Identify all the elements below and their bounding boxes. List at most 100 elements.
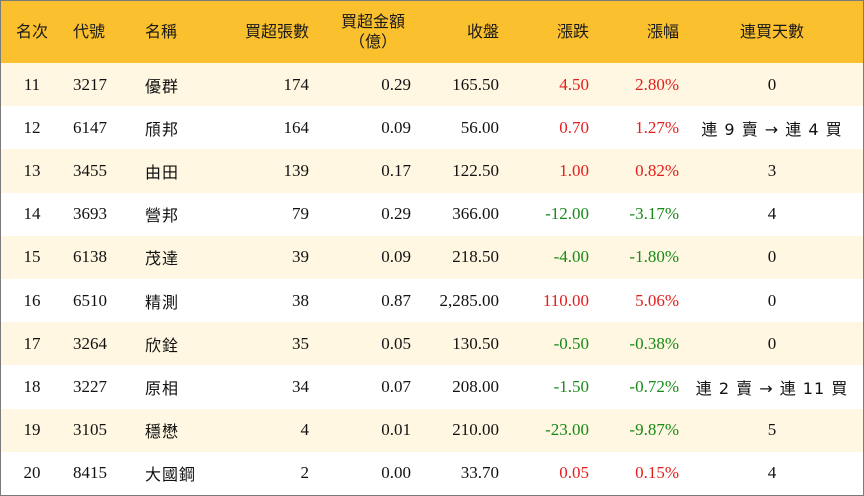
cell-change: -4.00: [553, 247, 589, 267]
cell-net-amount: 0.29: [381, 74, 411, 94]
cell-change-pct: -0.38%: [629, 333, 679, 353]
cell-change: -23.00: [545, 420, 589, 440]
cell-streak: 0: [767, 74, 777, 94]
cell-change: 0.05: [559, 463, 589, 483]
cell-change: -0.50: [553, 333, 589, 353]
cell-change: 0.70: [559, 117, 589, 137]
cell-name: 穩懋: [145, 422, 180, 442]
cell-change-pct: -9.87%: [629, 420, 679, 440]
header-net-amount: 買超金額 （億）: [311, 1, 413, 63]
cell-code: 6510: [73, 290, 107, 310]
cell-rank: 14: [23, 204, 41, 224]
cell-rank: 16: [23, 290, 41, 310]
cell-name: 營邦: [145, 206, 180, 226]
cell-net-amount: 0.01: [381, 420, 411, 440]
table-row: 16 6510 精測 38 0.87 2,285.00 110.00 5.06%…: [1, 278, 863, 323]
cell-net-lots: 34: [292, 376, 309, 396]
cell-code: 3455: [73, 160, 107, 180]
cell-streak: 0: [767, 247, 777, 267]
cell-streak: 0: [767, 290, 777, 310]
cell-net-amount: 0.09: [381, 117, 411, 137]
cell-change-pct: 1.27%: [635, 117, 679, 137]
cell-name: 頎邦: [145, 119, 180, 139]
cell-close: 130.50: [452, 333, 499, 353]
cell-close: 210.00: [452, 420, 499, 440]
cell-name: 精測: [145, 292, 180, 312]
cell-name: 茂達: [145, 249, 180, 269]
cell-code: 6138: [73, 247, 107, 267]
cell-change-pct: -0.72%: [629, 376, 679, 396]
cell-name: 大國鋼: [145, 465, 197, 485]
cell-code: 3105: [73, 420, 107, 440]
table-row: 19 3105 穩懋 4 0.01 210.00 -23.00 -9.87% 5: [1, 408, 863, 452]
cell-close: 208.00: [452, 376, 499, 396]
table-header-row: 名次 代號 名稱 買超張數 買超金額 （億） 收盤 漲跌 漲幅 連買天數: [1, 1, 863, 63]
header-net-amount-line2: （億）: [348, 32, 397, 51]
cell-net-amount: 0.87: [381, 290, 411, 310]
table-row: 11 3217 優群 174 0.29 165.50 4.50 2.80% 0: [1, 63, 863, 107]
cell-name: 原相: [145, 378, 180, 398]
cell-close: 366.00: [452, 204, 499, 224]
header-net-lots: 買超張數: [244, 22, 309, 41]
table-row: 20 8415 大國鋼 2 0.00 33.70 0.05 0.15% 4: [1, 451, 863, 495]
cell-code: 3693: [73, 204, 107, 224]
cell-rank: 20: [23, 463, 41, 483]
table-row: 12 6147 頎邦 164 0.09 56.00 0.70 1.27% 連 9…: [1, 106, 863, 150]
header-streak: 連買天數: [739, 22, 804, 41]
cell-net-lots: 4: [300, 420, 310, 440]
cell-net-lots: 174: [283, 74, 310, 94]
cell-rank: 15: [23, 247, 41, 267]
cell-change: 4.50: [559, 74, 589, 94]
cell-change: 110.00: [542, 290, 589, 310]
cell-name: 優群: [145, 76, 180, 96]
cell-close: 122.50: [452, 160, 499, 180]
cell-net-lots: 38: [292, 290, 309, 310]
header-change-pct: 漲幅: [646, 22, 679, 41]
cell-code: 8415: [73, 463, 107, 483]
cell-close: 165.50: [452, 74, 499, 94]
cell-change-pct: 5.06%: [635, 290, 679, 310]
cell-close: 2,285.00: [439, 290, 500, 310]
table-row: 14 3693 營邦 79 0.29 366.00 -12.00 -3.17% …: [1, 192, 863, 236]
header-net-amount-line1: 買超金額: [340, 12, 405, 31]
cell-change-pct: 0.15%: [635, 463, 679, 483]
table-row: 15 6138 茂達 39 0.09 218.50 -4.00 -1.80% 0: [1, 235, 863, 279]
table-body: 11 3217 優群 174 0.29 165.50 4.50 2.80% 0 …: [1, 63, 863, 495]
header-name: 名稱: [145, 22, 178, 41]
cell-streak: 0: [767, 333, 777, 353]
cell-streak: 3: [767, 160, 777, 180]
cell-streak: 4: [767, 463, 777, 483]
cell-rank: 12: [23, 117, 41, 137]
header-close: 收盤: [466, 22, 499, 41]
cell-code: 3227: [73, 376, 107, 396]
cell-close: 33.70: [460, 463, 499, 483]
cell-change-pct: -1.80%: [629, 247, 679, 267]
cell-code: 6147: [73, 117, 107, 137]
cell-net-lots: 35: [292, 333, 309, 353]
cell-net-lots: 2: [300, 463, 310, 483]
cell-net-amount: 0.05: [381, 333, 411, 353]
table-row: 17 3264 欣銓 35 0.05 130.50 -0.50 -0.38% 0: [1, 322, 863, 366]
header-rank: 名次: [15, 22, 48, 41]
cell-change-pct: -3.17%: [629, 204, 679, 224]
cell-rank: 17: [23, 333, 41, 353]
cell-change: 1.00: [559, 160, 589, 180]
cell-change-pct: 2.80%: [635, 74, 679, 94]
cell-rank: 19: [23, 420, 41, 440]
cell-net-amount: 0.00: [381, 463, 411, 483]
cell-close: 56.00: [460, 117, 499, 137]
cell-net-amount: 0.07: [381, 376, 411, 396]
cell-name: 欣銓: [145, 335, 180, 355]
cell-rank: 18: [23, 376, 41, 396]
cell-rank: 13: [23, 160, 41, 180]
cell-close: 218.50: [452, 247, 499, 267]
cell-rank: 11: [23, 74, 41, 94]
cell-code: 3217: [73, 74, 107, 94]
cell-net-lots: 79: [292, 204, 309, 224]
cell-streak: 5: [767, 420, 777, 440]
cell-streak: 4: [767, 204, 777, 224]
header-code: 代號: [73, 22, 106, 41]
cell-code: 3264: [73, 333, 107, 353]
